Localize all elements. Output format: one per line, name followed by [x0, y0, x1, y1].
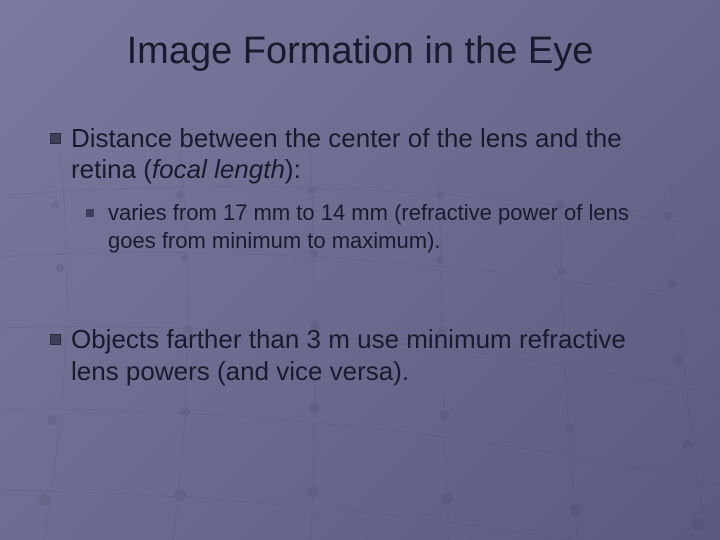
spacer [50, 294, 670, 324]
square-bullet-icon [86, 209, 94, 217]
slide-body: Distance between the center of the lens … [50, 123, 670, 387]
square-bullet-icon [50, 133, 61, 144]
bullet-item-1: Distance between the center of the lens … [50, 123, 670, 185]
square-bullet-icon [50, 334, 61, 345]
bullet-item-2: Objects farther than 3 m use minimum ref… [50, 324, 670, 386]
slide-title: Image Formation in the Eye [50, 30, 670, 73]
sub-bullet-text: varies from 17 mm to 14 mm (refractive p… [108, 199, 670, 254]
bullet-text: Objects farther than 3 m use minimum ref… [71, 324, 670, 386]
text-italic-segment: focal length [152, 154, 285, 184]
text-segment: ): [285, 154, 301, 184]
bullet-text: Distance between the center of the lens … [71, 123, 670, 185]
slide: Image Formation in the Eye Distance betw… [0, 0, 720, 540]
sub-bullet-item-1: varies from 17 mm to 14 mm (refractive p… [86, 199, 670, 254]
